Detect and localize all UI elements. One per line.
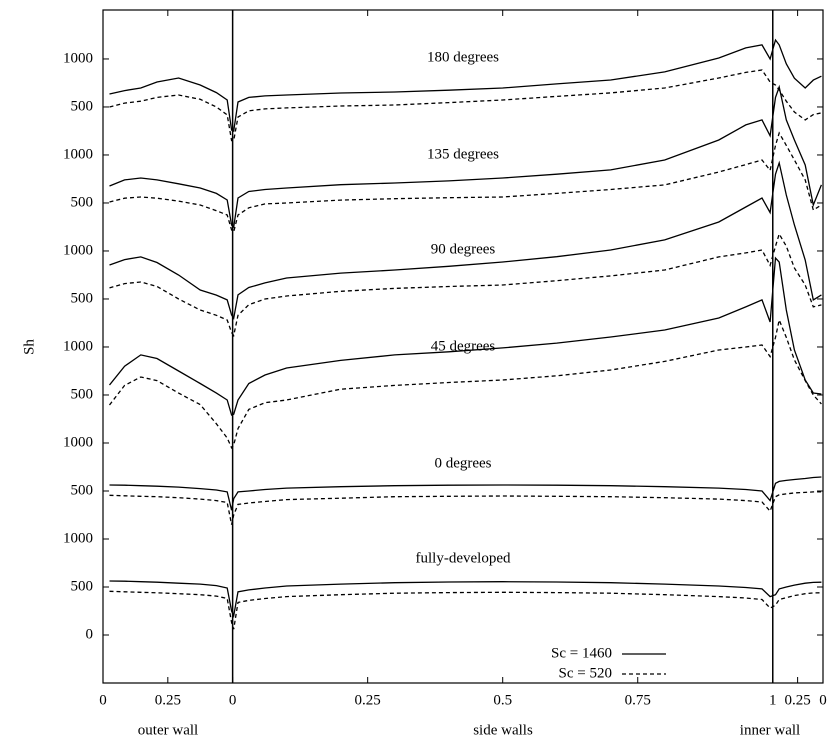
series-line [108, 256, 822, 416]
series-line [109, 160, 822, 320]
section-label: outer wall [138, 722, 198, 738]
y-tick-label: 500 [71, 482, 94, 498]
y-tick-label: 1000 [63, 50, 93, 66]
y-tick-label: 500 [71, 290, 94, 306]
x-tick-label: 0.25 [355, 692, 381, 708]
y-tick-label: 1000 [63, 338, 93, 354]
panel-label: 180 degrees [427, 49, 499, 65]
legend-label: Sc = 520 [559, 665, 612, 681]
x-tick-label: 0 [819, 692, 827, 708]
series-line [109, 232, 822, 338]
series-line [109, 476, 822, 511]
x-tick-label: 0.25 [784, 692, 810, 708]
series-line [109, 131, 822, 234]
series-line [109, 491, 822, 525]
panel-label: 0 degrees [434, 455, 491, 471]
series-line [109, 69, 822, 142]
y-tick-label: 1000 [63, 146, 93, 162]
legend-label: Sc = 1460 [551, 645, 612, 661]
panel-label: 45 degrees [431, 338, 496, 354]
series-line [109, 84, 823, 229]
series-line [109, 38, 822, 132]
x-tick-label: 0 [99, 692, 107, 708]
x-tick-label: 1 [769, 692, 777, 708]
y-tick-label: 500 [71, 194, 94, 210]
y-tick-label: 500 [71, 578, 94, 594]
y-tick-label: 1000 [63, 242, 93, 258]
x-tick-label: 0.25 [155, 692, 181, 708]
series-line [109, 590, 822, 630]
y-tick-label: 1000 [63, 434, 93, 450]
x-tick-label: 0.5 [493, 692, 512, 708]
y-axis-label: Sh [21, 339, 37, 355]
y-tick-label: 500 [71, 98, 94, 114]
section-label: side walls [473, 722, 533, 738]
series-line [108, 317, 822, 450]
y-tick-label: 500 [71, 386, 94, 402]
series-line [109, 580, 822, 619]
x-tick-label: 0 [229, 692, 237, 708]
x-tick-label: 0.75 [625, 692, 651, 708]
panel-label: 135 degrees [427, 146, 499, 162]
panel-label: fully-developed [416, 550, 511, 566]
panel-label: 90 degrees [431, 241, 496, 257]
section-label: inner wall [740, 722, 800, 738]
y-tick-label: 0 [86, 626, 94, 642]
y-tick-label: 1000 [63, 530, 93, 546]
